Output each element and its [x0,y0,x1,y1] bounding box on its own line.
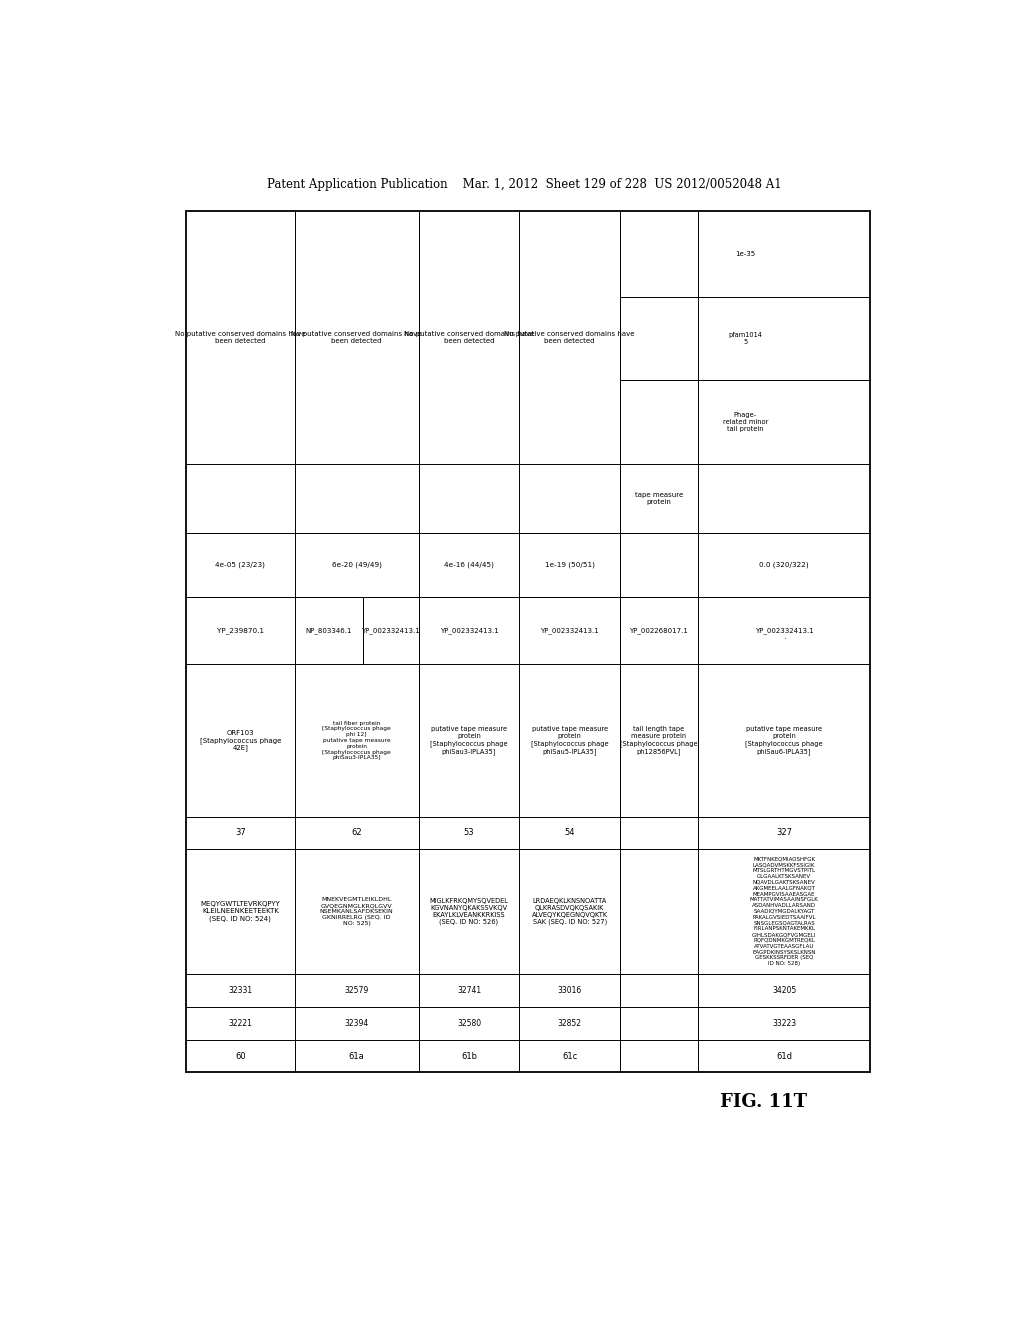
Text: 32580: 32580 [457,1019,481,1028]
Text: 62: 62 [351,829,361,837]
Text: pfam1014
5: pfam1014 5 [728,333,762,346]
Text: 1e-35: 1e-35 [735,251,756,257]
Text: 61b: 61b [461,1052,477,1061]
Text: 61d: 61d [776,1052,792,1061]
Text: tape measure
protein: tape measure protein [635,492,683,506]
Text: YP_002332413.1: YP_002332413.1 [755,627,813,634]
Text: 32331: 32331 [228,986,253,995]
Text: FIG. 11T: FIG. 11T [720,1093,807,1110]
Text: No putative conserved domains have
been detected: No putative conserved domains have been … [175,331,305,345]
Text: putative tape measure
protein
[Staphylococcus phage
phiSau3-IPLA35]: putative tape measure protein [Staphyloc… [430,726,508,755]
Text: 0.0 (320/322): 0.0 (320/322) [759,562,809,568]
Text: putative tape measure
protein
[Staphylococcus phage
phiSau6-IPLA35]: putative tape measure protein [Staphyloc… [745,726,823,755]
Text: 4e-05 (23/23): 4e-05 (23/23) [215,562,265,568]
Text: MEQYGWTLTEVRKQPYY
KLEILNEENKEETEEKTK
(SEQ. ID NO: 524): MEQYGWTLTEVRKQPYY KLEILNEENKEETEEKTK (SE… [201,902,281,921]
Text: YP_002332413.1: YP_002332413.1 [541,627,599,634]
Text: LRDAEQKLKNSNOATTA
QLKRASDVQKQSAKIK
ALVEQYKQEGNQVQKTK
SAK (SEQ. ID NO: 527): LRDAEQKLKNSNOATTA QLKRASDVQKQSAKIK ALVEQ… [531,898,608,925]
Text: YP_002268017.1: YP_002268017.1 [630,627,688,634]
Text: tail length tape
measure protein
[Staphylococcus phage
ph12856PVL]: tail length tape measure protein [Staphy… [621,726,697,755]
Text: 327: 327 [776,829,792,837]
Text: 4e-16 (44/45): 4e-16 (44/45) [444,562,494,568]
Text: .: . [782,632,785,642]
Text: MKTFNKEQMIAOSHFGK
LASQADVMSKKFSSIGIK
MTSLGRTHTMGVSTPITL
GLGAALKTSKSANEV
NQAVDLGA: MKTFNKEQMIAOSHFGK LASQADVMSKKFSSIGIK MTS… [750,857,818,966]
Text: YP_239870.1: YP_239870.1 [217,627,264,634]
Text: 32579: 32579 [344,986,369,995]
Text: 32741: 32741 [457,986,481,995]
Text: ORF103
[Staphylococcus phage
42E]: ORF103 [Staphylococcus phage 42E] [200,730,281,751]
Text: YP_002332413.1: YP_002332413.1 [439,627,499,634]
Text: 37: 37 [234,829,246,837]
Text: 32852: 32852 [558,1019,582,1028]
Text: 60: 60 [236,1052,246,1061]
Text: MNEKVEGMTLEIKLDHL
GVQEGNMGLKRQLGVV
NSEMKANLSAFDKSEKIN
GKNIRRELRG (SEQ. ID
NO: 52: MNEKVEGMTLEIKLDHL GVQEGNMGLKRQLGVV NSEMK… [319,898,393,925]
Text: 33223: 33223 [772,1019,796,1028]
Text: 61c: 61c [562,1052,578,1061]
Text: No putative conserved domains have
been detected: No putative conserved domains have been … [505,331,635,345]
Text: 61a: 61a [349,1052,365,1061]
Text: 54: 54 [564,829,575,837]
Text: 32394: 32394 [344,1019,369,1028]
Text: Phage-
related minor
tail protein: Phage- related minor tail protein [723,412,768,432]
Text: NP_803346.1: NP_803346.1 [305,627,352,634]
Text: Patent Application Publication    Mar. 1, 2012  Sheet 129 of 228  US 2012/005204: Patent Application Publication Mar. 1, 2… [267,178,782,190]
Text: 34205: 34205 [772,986,797,995]
Text: 1e-19 (50/51): 1e-19 (50/51) [545,562,595,568]
Text: 32221: 32221 [228,1019,252,1028]
Text: 33016: 33016 [558,986,582,995]
Text: 53: 53 [464,829,474,837]
Text: putative tape measure
protein
[Staphylococcus phage
phiSau5-IPLA35]: putative tape measure protein [Staphyloc… [530,726,608,755]
Bar [186,211,870,1072]
Text: tail fiber protein
[Staphylococcus phage
phi 12]
putative tape measure
protein
[: tail fiber protein [Staphylococcus phage… [323,721,391,760]
Text: MIGLKFRKQMYSQVEDEL
KGVNANYQKAKSSVKQV
EKAYLKLVEANKKRKISS
(SEQ. ID NO: 526): MIGLKFRKQMYSQVEDEL KGVNANYQKAKSSVKQV EKA… [429,898,509,925]
Text: No putative conserved domains have
been detected: No putative conserved domains have been … [292,331,422,345]
Text: 6e-20 (49/49): 6e-20 (49/49) [332,562,382,568]
Text: YP_002332413.1: YP_002332413.1 [361,627,420,634]
Text: No putative conserved domains have
been detected: No putative conserved domains have been … [403,331,535,345]
